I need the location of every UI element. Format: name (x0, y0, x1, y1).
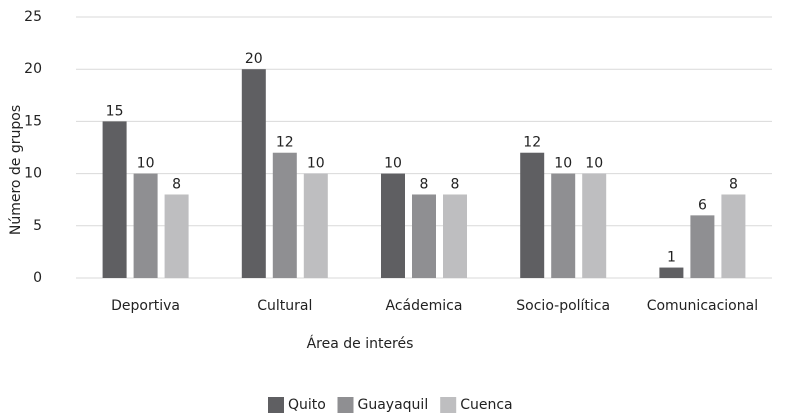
bar (659, 267, 684, 278)
value-label: 10 (307, 156, 325, 172)
value-label: 1 (667, 250, 676, 266)
y-tick-label: 5 (33, 218, 42, 234)
x-tick-label: Deportiva (111, 298, 180, 314)
bar (241, 69, 266, 278)
value-label: 8 (172, 176, 181, 192)
bar (381, 173, 405, 278)
y-tick-label: 10 (24, 166, 42, 182)
legend-swatch (268, 397, 284, 413)
y-tick-label: 25 (24, 9, 42, 25)
bar (102, 121, 127, 279)
x-tick-label: Comunicacional (647, 298, 758, 314)
y-tick-label: 0 (33, 270, 42, 286)
value-label: 12 (523, 135, 541, 151)
y-axis-label: Número de grupos (8, 105, 24, 235)
x-tick-label: Socio-política (516, 298, 610, 314)
value-label: 10 (384, 156, 402, 172)
legend-swatch (440, 397, 457, 413)
value-label: 8 (451, 176, 460, 192)
y-tick-label: 15 (24, 113, 42, 129)
bar (133, 173, 158, 278)
value-label: 6 (698, 197, 707, 213)
bar (690, 215, 715, 278)
value-label: 8 (420, 176, 429, 192)
value-label: 15 (106, 103, 124, 119)
legend-label: Guayaquil (358, 397, 429, 413)
x-axis-label: Área de interés (307, 335, 414, 352)
bar (582, 173, 607, 278)
y-tick-label: 20 (24, 61, 42, 77)
bar (164, 194, 189, 278)
bar (551, 173, 576, 278)
legend-swatch (337, 397, 354, 413)
value-label: 20 (245, 51, 263, 67)
value-label: 10 (554, 156, 572, 172)
value-label: 8 (729, 176, 738, 192)
bar (443, 194, 467, 278)
bar (303, 173, 328, 278)
value-label: 12 (276, 135, 294, 151)
value-label: 10 (137, 156, 155, 172)
bar (412, 194, 436, 278)
value-label: 10 (585, 156, 603, 172)
x-tick-label: Acádemica (386, 298, 463, 314)
bar (520, 152, 545, 278)
legend-label: Cuenca (460, 397, 512, 413)
x-tick-label: Cultural (257, 298, 312, 314)
legend-label: Quito (288, 397, 326, 413)
bar (721, 194, 746, 278)
bar (272, 152, 297, 278)
